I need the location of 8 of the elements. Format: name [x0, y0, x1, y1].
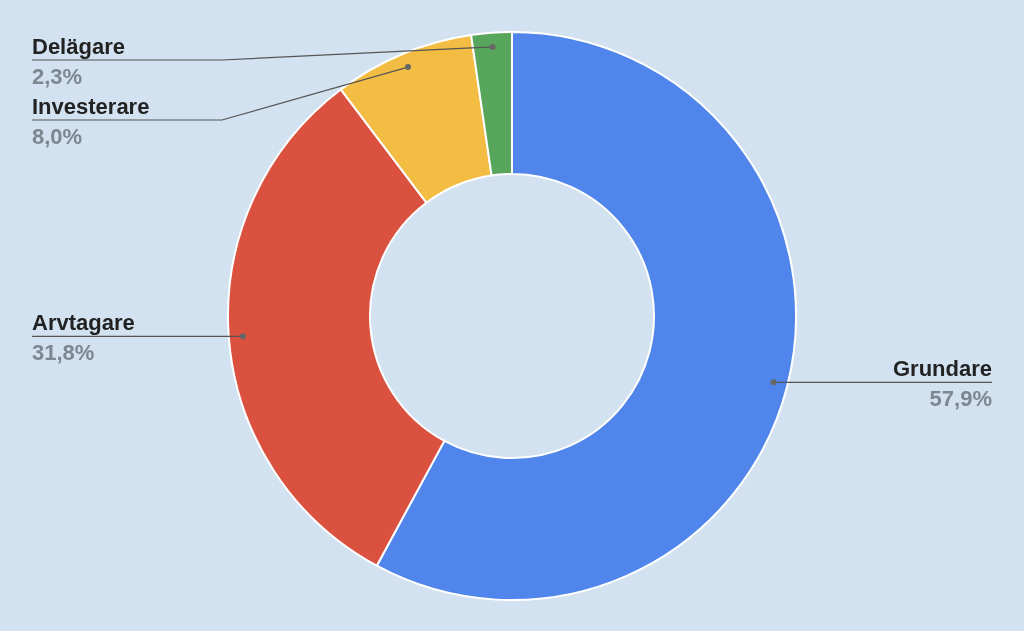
slice-label: Delägare	[32, 34, 125, 59]
slice-label: Grundare	[892, 356, 992, 382]
data-label: 8,0%	[32, 124, 83, 149]
slice-label: Investerare	[32, 94, 150, 119]
data-label: 57,9%	[929, 386, 992, 412]
data-label: 31,8%	[32, 340, 95, 366]
slice-label: Arvtagare	[32, 310, 135, 336]
data-label: 2,3%	[32, 64, 83, 89]
